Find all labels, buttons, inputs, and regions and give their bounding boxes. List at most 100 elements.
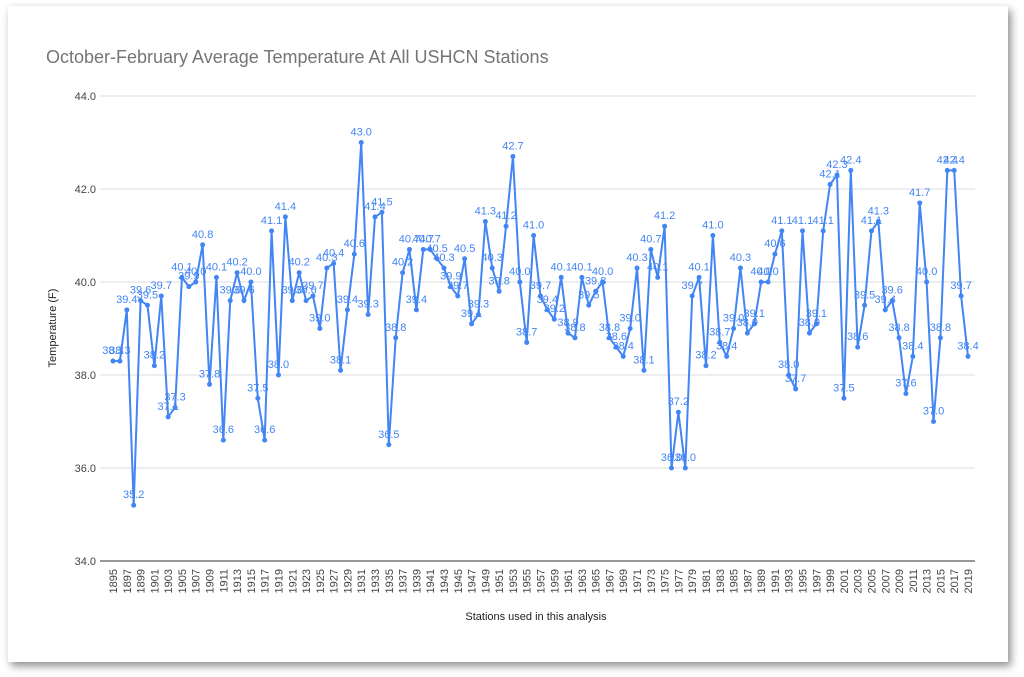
x-tick-label: 1933 <box>370 569 382 593</box>
point <box>827 181 833 187</box>
data-label: 42.4 <box>937 154 958 166</box>
point <box>641 367 647 373</box>
point <box>165 414 171 420</box>
data-label: 40.7 <box>419 233 440 245</box>
y-tick-label: 34.0 <box>75 556 96 568</box>
data-label: 39.0 <box>619 313 640 325</box>
point <box>924 279 930 285</box>
data-label: 38.8 <box>385 322 406 334</box>
data-label: 37.5 <box>833 382 854 394</box>
x-tick-label: 1967 <box>604 569 616 593</box>
point <box>696 274 702 280</box>
point <box>606 335 612 341</box>
data-label: 40.3 <box>730 252 751 264</box>
x-tick-label: 1899 <box>136 569 148 593</box>
data-label: 37.1 <box>157 401 178 413</box>
point <box>289 298 295 304</box>
data-label: 41.1 <box>261 215 282 227</box>
point <box>910 353 916 359</box>
point <box>296 270 302 276</box>
data-label: 41.2 <box>495 210 516 222</box>
data-label: 40.3 <box>626 252 647 264</box>
point <box>393 335 399 341</box>
x-tick-label: 1925 <box>315 569 327 593</box>
data-label: 40.6 <box>344 238 365 250</box>
x-tick-label: 1965 <box>591 569 603 593</box>
x-tick-label: 1963 <box>577 569 589 593</box>
x-tick-label: 1897 <box>122 569 134 593</box>
point <box>868 228 874 234</box>
point <box>455 293 461 299</box>
x-tick-label: 2013 <box>922 569 934 593</box>
data-label: 40.3 <box>433 252 454 264</box>
data-label: 40.0 <box>592 266 613 278</box>
data-label: 40.3 <box>482 252 503 264</box>
point <box>462 256 468 262</box>
point <box>600 279 606 285</box>
point <box>579 274 585 280</box>
x-tick-label: 1987 <box>742 569 754 593</box>
data-label: 39.8 <box>488 275 509 287</box>
data-label: 41.1 <box>861 215 882 227</box>
data-label: 39.6 <box>233 285 254 297</box>
y-tick-label: 36.0 <box>75 463 96 475</box>
x-tick-label: 2001 <box>839 569 851 593</box>
data-label: 42.4 <box>943 154 964 166</box>
data-label: 41.3 <box>475 206 496 218</box>
point <box>751 321 757 327</box>
data-label: 37.2 <box>668 396 689 408</box>
point <box>806 330 812 336</box>
data-label: 39.8 <box>585 275 606 287</box>
point <box>400 270 406 276</box>
x-tick-label: 2019 <box>963 569 975 593</box>
x-tick-label: 1983 <box>715 569 727 593</box>
point <box>889 298 895 304</box>
x-tick-label: 1921 <box>287 569 299 593</box>
x-tick-label: 1957 <box>536 569 548 593</box>
x-tick-label: 1993 <box>784 569 796 593</box>
point <box>558 274 564 280</box>
x-tick-label: 1945 <box>453 569 465 593</box>
point <box>138 298 144 304</box>
point <box>620 353 626 359</box>
x-tick-label: 1995 <box>798 569 810 593</box>
data-label: 40.1 <box>171 261 192 273</box>
point <box>710 233 716 238</box>
point <box>675 409 681 415</box>
data-label: 39.1 <box>461 308 482 320</box>
point <box>282 214 288 220</box>
data-label: 39.7 <box>681 280 702 292</box>
data-label: 36.6 <box>213 424 234 436</box>
point <box>634 265 640 271</box>
data-label: 38.0 <box>778 359 799 371</box>
point <box>737 265 743 271</box>
point <box>965 353 971 359</box>
data-label: 40.0 <box>757 266 778 278</box>
data-label: 39.6 <box>881 285 902 297</box>
data-label: 38.8 <box>599 322 620 334</box>
data-label: 38.9 <box>557 317 578 329</box>
point <box>944 167 950 173</box>
data-label: 37.5 <box>247 382 268 394</box>
point <box>158 293 164 299</box>
data-label: 40.0 <box>509 266 530 278</box>
x-tick-label: 1943 <box>439 569 451 593</box>
data-label: 36.0 <box>675 452 696 464</box>
data-label: 41.1 <box>812 215 833 227</box>
x-tick-label: 1999 <box>825 569 837 593</box>
data-label: 41.5 <box>371 196 392 208</box>
data-label: 38.6 <box>847 331 868 343</box>
x-tick-label: 1917 <box>260 569 272 593</box>
data-label: 39.3 <box>468 299 489 311</box>
data-label: 40.1 <box>550 261 571 273</box>
data-label: 39.3 <box>357 299 378 311</box>
data-label: 39.1 <box>806 308 827 320</box>
data-label: 40.1 <box>688 261 709 273</box>
point <box>855 344 861 350</box>
point <box>110 358 116 364</box>
data-label: 35.2 <box>123 489 144 501</box>
point <box>958 293 964 299</box>
point <box>365 312 371 318</box>
